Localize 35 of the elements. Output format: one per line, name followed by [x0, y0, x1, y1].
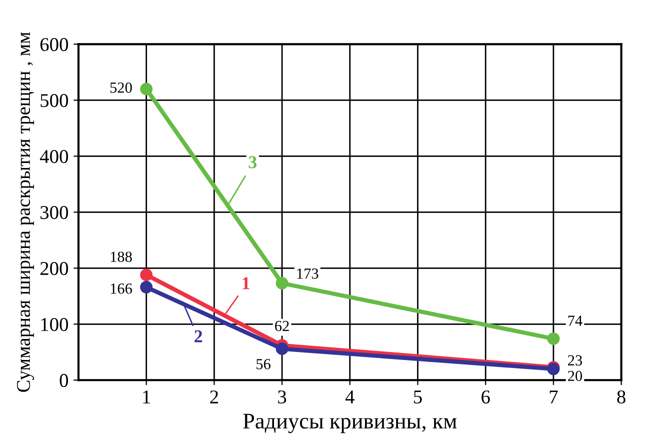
point [547, 332, 560, 345]
text: 3 [248, 156, 257, 168]
point [140, 268, 153, 282]
x-tick-label: 3 [278, 390, 286, 404]
x-tick-label: 1 [143, 390, 150, 404]
y-tick-label: 0 [60, 374, 68, 388]
y-axis-title: Суммарная ширина раскрытия трещин , мм [16, 32, 34, 392]
y-tick-label: 100 [41, 318, 68, 332]
x-tick-label: 4 [345, 390, 354, 404]
data-label: 56 [256, 358, 270, 370]
point [276, 342, 288, 356]
x-tick-label: 8 [617, 390, 626, 404]
x-tick-label: 2 [210, 390, 218, 404]
y-tick-label: 400 [40, 150, 68, 164]
y-tick-label: 300 [40, 206, 68, 220]
series-label: 1 [242, 277, 250, 290]
data-label: 173 [297, 268, 318, 279]
data-label: 74 [568, 316, 582, 326]
x-tick-label: 6 [482, 390, 490, 404]
data-label: 520 [110, 82, 132, 93]
x-tick-label: 5 [414, 390, 422, 404]
y-tick-label: 600 [40, 38, 68, 52]
point [140, 280, 153, 294]
data-label: 166 [110, 284, 132, 294]
x-tick-label: 7 [550, 390, 558, 404]
data-label: 20 [568, 370, 582, 382]
data-label: 188 [110, 252, 132, 262]
x-axis-title: Радиусы кривизны, км [243, 414, 457, 434]
legend-label: 2 [194, 330, 202, 342]
y-tick-label: 200 [40, 262, 68, 276]
data-label: 23 [568, 355, 582, 366]
y-tick-label: 500 [40, 94, 68, 108]
point [140, 82, 153, 96]
point [276, 277, 288, 290]
data-label: 62 [275, 320, 289, 332]
